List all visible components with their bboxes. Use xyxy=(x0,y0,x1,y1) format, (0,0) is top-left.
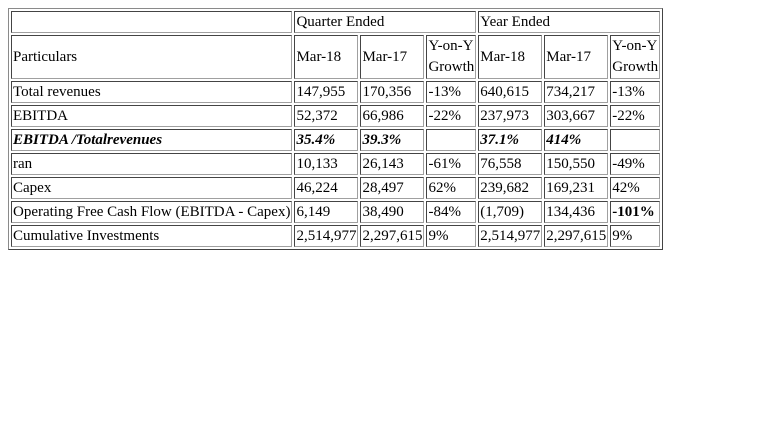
row-label: Cumulative Investments xyxy=(11,225,293,247)
quarter-current-value: 35.4% xyxy=(294,129,359,151)
year-previous-value: 150,550 xyxy=(544,153,609,175)
year-ended-header: Year Ended xyxy=(478,11,661,33)
quarter-previous-header: Mar-17 xyxy=(360,35,425,79)
year-previous-value: 303,667 xyxy=(544,105,609,127)
column-header-row: Particulars Mar-18 Mar-17 Y-on-Y Growth M… xyxy=(11,35,661,79)
year-growth-value: -101% xyxy=(610,201,661,223)
quarter-growth-value xyxy=(426,129,477,151)
row-label: EBITDA xyxy=(11,105,293,127)
quarter-growth-value: -22% xyxy=(426,105,477,127)
table-row: Capex 46,224 28,497 62% 239,682 169,231 … xyxy=(11,177,661,199)
growth-header-line2: Growth xyxy=(612,59,659,75)
year-growth-header: Y-on-Y Growth xyxy=(610,35,661,79)
growth-header-line1: Y-on-Y xyxy=(612,38,658,54)
quarter-current-value: 147,955 xyxy=(294,81,359,103)
year-current-value: 640,615 xyxy=(478,81,543,103)
quarter-previous-value: 170,356 xyxy=(360,81,425,103)
year-growth-value: -22% xyxy=(610,105,661,127)
year-previous-value: 734,217 xyxy=(544,81,609,103)
table-row: EBITDA 52,372 66,986 -22% 237,973 303,66… xyxy=(11,105,661,127)
growth-header-line2: Growth xyxy=(428,59,475,75)
year-previous-value: 414% xyxy=(544,129,609,151)
year-current-value: 37.1% xyxy=(478,129,543,151)
quarter-current-header: Mar-18 xyxy=(294,35,359,79)
quarter-growth-value: 9% xyxy=(426,225,477,247)
quarter-previous-value: 39.3% xyxy=(360,129,425,151)
year-current-value: 2,514,977 xyxy=(478,225,543,247)
financial-table: Quarter Ended Year Ended Particulars Mar… xyxy=(8,8,664,250)
year-current-value: (1,709) xyxy=(478,201,543,223)
quarter-previous-value: 2,297,615 xyxy=(360,225,425,247)
year-previous-header: Mar-17 xyxy=(544,35,609,79)
table-row: Total revenues 147,955 170,356 -13% 640,… xyxy=(11,81,661,103)
group-header-row: Quarter Ended Year Ended xyxy=(11,11,661,33)
quarter-current-value: 2,514,977 xyxy=(294,225,359,247)
blank-header-cell xyxy=(11,11,293,33)
quarter-previous-value: 26,143 xyxy=(360,153,425,175)
quarter-previous-value: 28,497 xyxy=(360,177,425,199)
year-growth-value: -13% xyxy=(610,81,661,103)
year-current-value: 239,682 xyxy=(478,177,543,199)
year-growth-value xyxy=(610,129,661,151)
quarter-growth-value: -61% xyxy=(426,153,477,175)
year-growth-value: 42% xyxy=(610,177,661,199)
table-row: EBITDA /Totalrevenues 35.4% 39.3% 37.1% … xyxy=(11,129,661,151)
row-label: Operating Free Cash Flow (EBITDA - Capex… xyxy=(11,201,293,223)
year-current-header: Mar-18 xyxy=(478,35,543,79)
quarter-current-value: 10,133 xyxy=(294,153,359,175)
quarter-ended-header: Quarter Ended xyxy=(294,11,477,33)
row-label: Capex xyxy=(11,177,293,199)
row-label: EBITDA /Totalrevenues xyxy=(11,129,293,151)
year-growth-value: -49% xyxy=(610,153,661,175)
quarter-growth-value: -13% xyxy=(426,81,477,103)
quarter-current-value: 52,372 xyxy=(294,105,359,127)
year-previous-value: 2,297,615 xyxy=(544,225,609,247)
growth-header-line1: Y-on-Y xyxy=(428,38,474,54)
quarter-previous-value: 66,986 xyxy=(360,105,425,127)
year-growth-value: 9% xyxy=(610,225,661,247)
row-label: Total revenues xyxy=(11,81,293,103)
year-previous-value: 134,436 xyxy=(544,201,609,223)
row-label: ran xyxy=(11,153,293,175)
quarter-current-value: 6,149 xyxy=(294,201,359,223)
quarter-current-value: 46,224 xyxy=(294,177,359,199)
year-current-value: 76,558 xyxy=(478,153,543,175)
year-current-value: 237,973 xyxy=(478,105,543,127)
table-row: Operating Free Cash Flow (EBITDA - Capex… xyxy=(11,201,661,223)
quarter-previous-value: 38,490 xyxy=(360,201,425,223)
quarter-growth-value: -84% xyxy=(426,201,477,223)
table-row: Cumulative Investments 2,514,977 2,297,6… xyxy=(11,225,661,247)
particulars-header: Particulars xyxy=(11,35,293,79)
quarter-growth-header: Y-on-Y Growth xyxy=(426,35,477,79)
year-previous-value: 169,231 xyxy=(544,177,609,199)
quarter-growth-value: 62% xyxy=(426,177,477,199)
table-row: ran 10,133 26,143 -61% 76,558 150,550 -4… xyxy=(11,153,661,175)
